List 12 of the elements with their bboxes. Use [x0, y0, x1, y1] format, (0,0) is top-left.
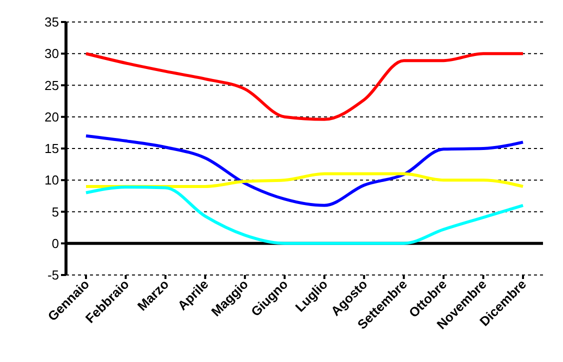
y-tick-label: 5 — [52, 204, 59, 220]
y-tick-label: 35 — [44, 14, 59, 30]
y-tick-label: 0 — [52, 236, 59, 251]
y-tick-label: 10 — [44, 172, 59, 188]
y-tick-label: -5 — [47, 268, 59, 283]
line-series — [84, 134, 524, 207]
line-series — [84, 52, 524, 121]
line-series — [84, 186, 524, 245]
y-tick-label: 25 — [44, 78, 59, 93]
y-tick-label: 30 — [44, 46, 59, 62]
y-tick-label: 20 — [44, 109, 59, 124]
y-tick-label: 15 — [44, 141, 59, 156]
